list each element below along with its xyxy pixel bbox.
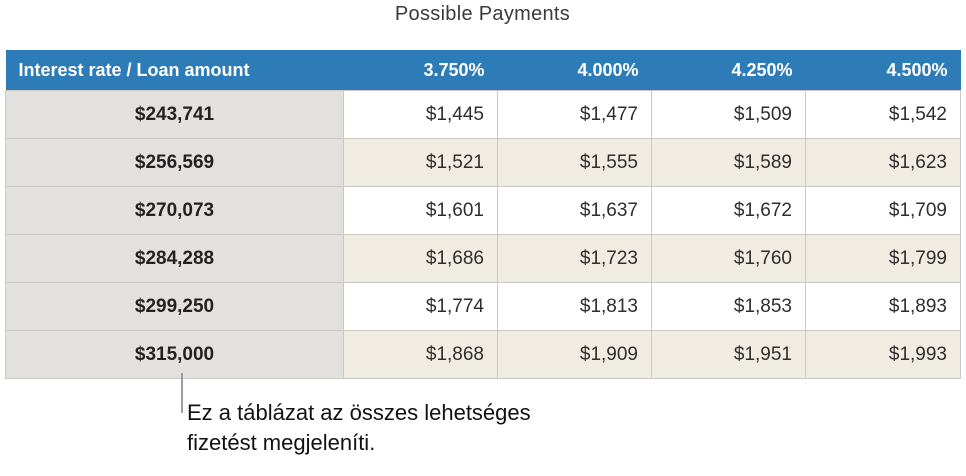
payment-cell[interactable]: $1,672 bbox=[651, 186, 806, 235]
payment-cell[interactable]: $1,686 bbox=[343, 234, 498, 283]
payment-cell[interactable]: $1,709 bbox=[805, 186, 961, 235]
payment-cell[interactable]: $1,760 bbox=[651, 234, 806, 283]
payment-cell[interactable]: $1,893 bbox=[805, 282, 961, 331]
payments-table: Interest rate / Loan amount 3.750% 4.000%… bbox=[5, 50, 961, 379]
header-rate-cell[interactable]: 4.000% bbox=[497, 50, 652, 91]
header-corner-cell[interactable]: Interest rate / Loan amount bbox=[5, 50, 344, 91]
loan-amount-cell[interactable]: $299,250 bbox=[5, 282, 344, 331]
table-row: $315,000 $1,868 $1,909 $1,951 $1,993 bbox=[5, 330, 961, 379]
payment-cell[interactable]: $1,601 bbox=[343, 186, 498, 235]
loan-amount-cell[interactable]: $315,000 bbox=[5, 330, 344, 379]
loan-amount-cell[interactable]: $270,073 bbox=[5, 186, 344, 235]
payment-cell[interactable]: $1,774 bbox=[343, 282, 498, 331]
loan-amount-cell[interactable]: $243,741 bbox=[5, 90, 344, 139]
payment-cell[interactable]: $1,521 bbox=[343, 138, 498, 187]
payment-cell[interactable]: $1,993 bbox=[805, 330, 961, 379]
table-row: $299,250 $1,774 $1,813 $1,853 $1,893 bbox=[5, 282, 961, 331]
payment-cell[interactable]: $1,868 bbox=[343, 330, 498, 379]
payment-cell[interactable]: $1,637 bbox=[497, 186, 652, 235]
header-rate-cell[interactable]: 4.250% bbox=[651, 50, 806, 91]
header-row: Interest rate / Loan amount 3.750% 4.000%… bbox=[5, 50, 961, 91]
loan-amount-cell[interactable]: $284,288 bbox=[5, 234, 344, 283]
table-row: $256,569 $1,521 $1,555 $1,589 $1,623 bbox=[5, 138, 961, 187]
callout-text-line: fizetést megjeleníti. bbox=[187, 430, 376, 455]
loan-amount-cell[interactable]: $256,569 bbox=[5, 138, 344, 187]
payment-cell[interactable]: $1,723 bbox=[497, 234, 652, 283]
payment-cell[interactable]: $1,555 bbox=[497, 138, 652, 187]
payment-cell[interactable]: $1,853 bbox=[651, 282, 806, 331]
callout-connector-line bbox=[181, 373, 183, 413]
table-row: $284,288 $1,686 $1,723 $1,760 $1,799 bbox=[5, 234, 961, 283]
payment-cell[interactable]: $1,799 bbox=[805, 234, 961, 283]
callout-text: Ez a táblázat az összes lehetséges fizet… bbox=[187, 398, 531, 458]
table-row: $270,073 $1,601 $1,637 $1,672 $1,709 bbox=[5, 186, 961, 235]
payment-cell[interactable]: $1,542 bbox=[805, 90, 961, 139]
payment-cell[interactable]: $1,951 bbox=[651, 330, 806, 379]
payment-cell[interactable]: $1,623 bbox=[805, 138, 961, 187]
payment-cell[interactable]: $1,813 bbox=[497, 282, 652, 331]
payment-cell[interactable]: $1,445 bbox=[343, 90, 498, 139]
header-rate-cell[interactable]: 3.750% bbox=[343, 50, 498, 91]
page-title: Possible Payments bbox=[394, 3, 571, 25]
header-rate-cell[interactable]: 4.500% bbox=[805, 50, 961, 91]
payment-cell[interactable]: $1,909 bbox=[497, 330, 652, 379]
table-row: $243,741 $1,445 $1,477 $1,509 $1,542 bbox=[5, 90, 961, 139]
payment-cell[interactable]: $1,589 bbox=[651, 138, 806, 187]
payment-cell[interactable]: $1,509 bbox=[651, 90, 806, 139]
callout-text-line: Ez a táblázat az összes lehetséges bbox=[187, 400, 531, 425]
payment-cell[interactable]: $1,477 bbox=[497, 90, 652, 139]
